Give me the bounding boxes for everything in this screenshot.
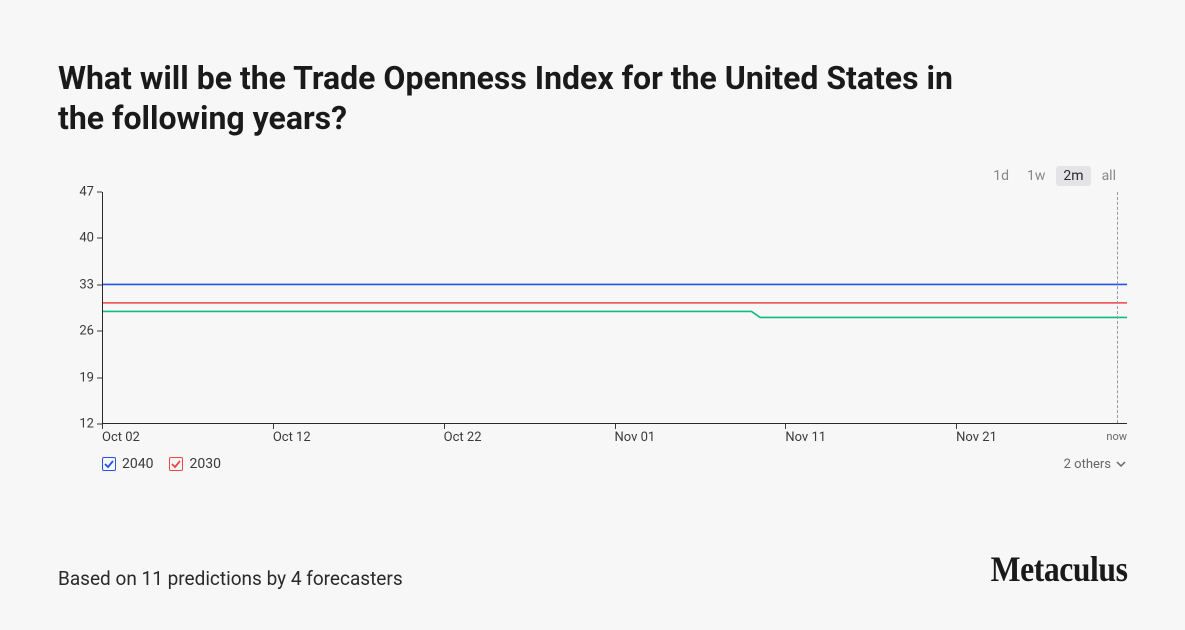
- x-tick-label: Oct 02: [102, 430, 140, 445]
- y-axis: 121926334047: [58, 192, 102, 424]
- range-1d[interactable]: 1d: [986, 166, 1016, 186]
- chevron-down-icon: [1115, 458, 1127, 470]
- x-tick-label: now: [1106, 430, 1127, 443]
- range-1w[interactable]: 1w: [1020, 166, 1052, 186]
- x-axis: Oct 02 Oct 12 Oct 22 Nov 01 Nov 11 Nov 21 now: [102, 424, 1127, 448]
- page-title: What will be the Trade Openness Index fo…: [58, 58, 958, 138]
- legend: 2040 2030: [102, 456, 221, 472]
- legend-label: 2040: [122, 456, 153, 472]
- x-tick-label: Oct 22: [444, 430, 482, 445]
- y-tick-label: 19: [79, 370, 94, 385]
- range-all[interactable]: all: [1095, 166, 1123, 186]
- footer-text: Based on 11 predictions by 4 forecasters: [58, 567, 403, 590]
- legend-item-2030[interactable]: 2030: [169, 456, 220, 472]
- x-tick-label: Oct 12: [273, 430, 311, 445]
- legend-checkbox: [102, 457, 116, 471]
- others-label: 2 others: [1064, 457, 1111, 472]
- range-2m[interactable]: 2m: [1056, 166, 1090, 186]
- legend-checkbox: [169, 457, 183, 471]
- chart: 121926334047: [58, 192, 1127, 424]
- x-tick-label: Nov 11: [785, 430, 826, 445]
- x-tick-label: Nov 21: [956, 430, 997, 445]
- y-tick-label: 12: [79, 417, 94, 432]
- series-other: [103, 311, 1127, 317]
- legend-label: 2030: [189, 456, 220, 472]
- plot-area: [102, 192, 1127, 424]
- y-tick-label: 33: [79, 277, 94, 292]
- chart-svg: [103, 192, 1127, 423]
- range-selector: 1d1w2mall: [58, 166, 1127, 186]
- legend-item-2040[interactable]: 2040: [102, 456, 153, 472]
- y-tick-label: 40: [79, 231, 94, 246]
- brand-logo: Metaculus: [990, 548, 1127, 590]
- x-tick-label: Nov 01: [615, 430, 656, 445]
- now-line: [1117, 192, 1118, 423]
- others-toggle[interactable]: 2 others: [1064, 457, 1127, 472]
- y-tick-label: 47: [79, 185, 94, 200]
- y-tick-label: 26: [79, 324, 94, 339]
